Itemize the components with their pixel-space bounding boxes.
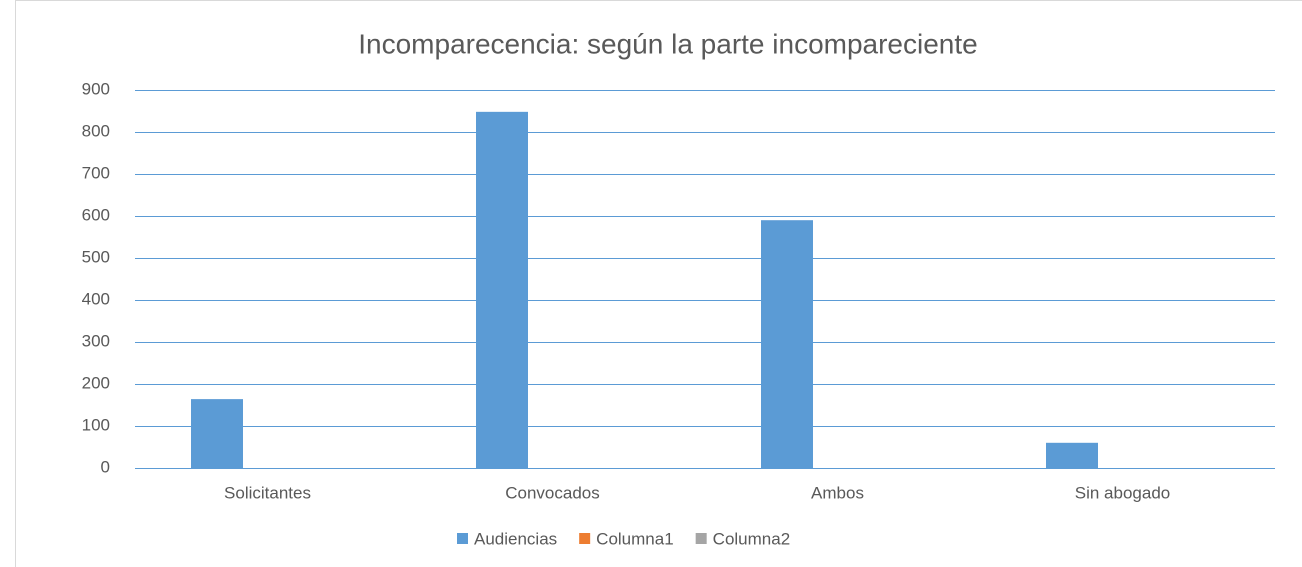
legend-swatch [695, 533, 707, 544]
bar [761, 220, 813, 468]
y-tick-label: 900 [82, 79, 110, 98]
y-tick-label: 400 [82, 289, 110, 308]
bar [476, 111, 528, 468]
bar [1046, 442, 1098, 468]
y-tick-label: 0 [101, 457, 110, 476]
y-tick-label: 300 [82, 331, 110, 350]
y-tick-label: 800 [82, 121, 110, 140]
x-tick-label: Solicitantes [224, 483, 311, 502]
y-tick-label: 700 [82, 163, 110, 182]
x-tick-label: Sin abogado [1075, 483, 1170, 502]
y-tick-label: 500 [82, 247, 110, 266]
x-tick-label: Convocados [505, 483, 600, 502]
legend-swatch [457, 533, 468, 544]
legend-label: Columna2 [713, 529, 791, 548]
chart-border [15, 0, 1302, 567]
x-tick-label: Ambos [811, 483, 864, 502]
legend-label: Columna1 [596, 529, 674, 548]
y-tick-label: 200 [82, 373, 110, 392]
legend-swatch [579, 533, 591, 544]
y-tick-label: 100 [82, 415, 110, 434]
bar [191, 399, 243, 468]
y-tick-label: 600 [82, 205, 110, 224]
chart-title: Incomparecencia: según la parte incompar… [358, 28, 977, 59]
legend-label: Audiencias [474, 529, 557, 548]
